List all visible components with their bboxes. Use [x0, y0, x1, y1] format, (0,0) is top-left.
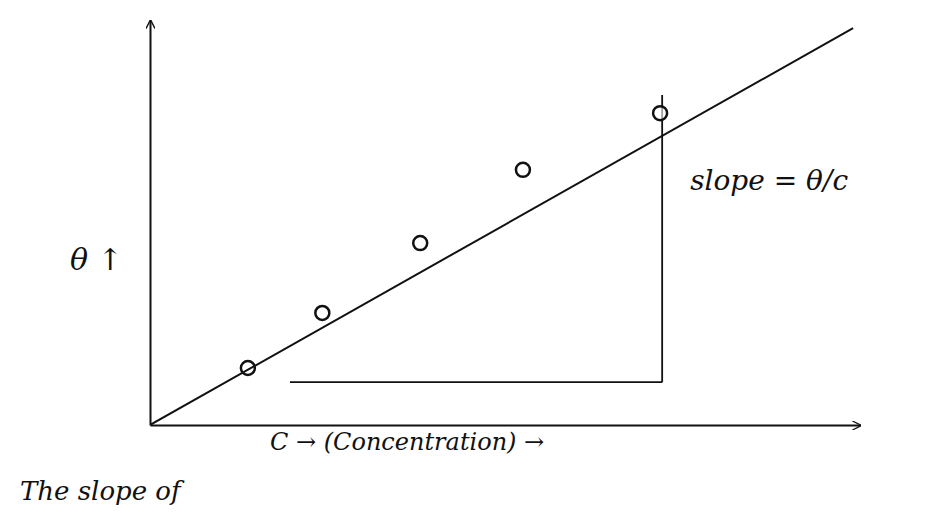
marks [150, 28, 853, 425]
x-axis [151, 425, 861, 426]
x-axis-title: C → (Concentration) → [270, 428, 544, 456]
x-axis-line [151, 425, 861, 427]
slope-rise [661, 95, 663, 382]
data-point [413, 236, 427, 250]
fit-line [150, 28, 853, 425]
y-axis [150, 21, 151, 426]
data-point [516, 163, 530, 177]
y-axis-title: θ ↑ [70, 242, 123, 277]
data-point [653, 106, 667, 120]
chart: C → (Concentration) → θ ↑ slope = θ/c The s… [0, 0, 948, 514]
y-axis-line [150, 21, 152, 426]
data-point [315, 306, 329, 320]
caption: The slope of [20, 476, 185, 506]
slope-base [290, 381, 662, 383]
slope-label: slope = θ/c [690, 164, 848, 197]
